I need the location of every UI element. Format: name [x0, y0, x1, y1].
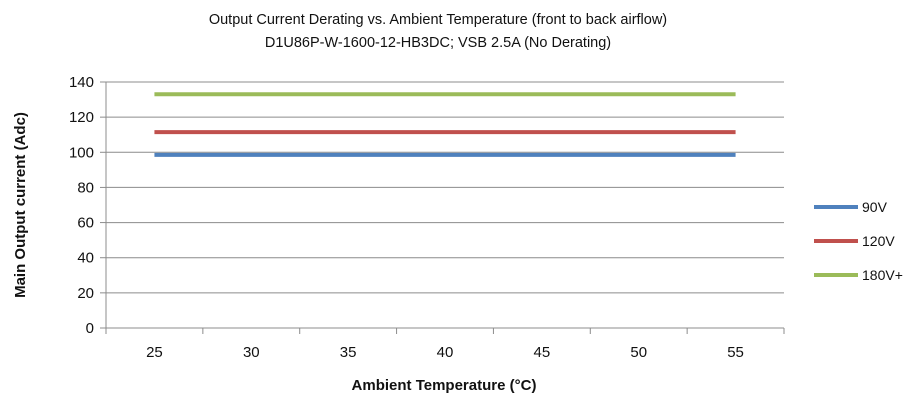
x-tick-labels: 25 30 35 40 45 50 55 — [146, 344, 744, 361]
y-tick-label-120: 120 — [69, 109, 94, 126]
legend-label-180V+: 180V+ — [862, 267, 903, 283]
y-tick-label-40: 40 — [77, 250, 94, 267]
y-tick-label-20: 20 — [77, 285, 94, 302]
x-tick-label-30: 30 — [243, 344, 260, 361]
x-tick-label-55: 55 — [727, 344, 744, 361]
y-axis-title: Main Output current (Adc) — [12, 112, 29, 298]
y-tick-label-100: 100 — [69, 144, 94, 161]
y-tick-label-80: 80 — [77, 179, 94, 196]
legend-label-90V: 90V — [862, 199, 888, 215]
gridlines — [106, 81, 784, 294]
x-tick-label-40: 40 — [437, 344, 454, 361]
x-tick-label-50: 50 — [630, 344, 647, 361]
legend: 90V 120V 180V+ — [814, 199, 903, 283]
y-tick-label-0: 0 — [86, 320, 94, 337]
y-tick-label-140: 140 — [69, 74, 94, 91]
series-lines — [154, 92, 736, 157]
legend-label-120V: 120V — [862, 233, 895, 249]
x-tick-label-45: 45 — [534, 344, 551, 361]
chart-title: Output Current Derating vs. Ambient Temp… — [209, 12, 667, 28]
chart-subtitle: D1U86P-W-1600-12-HB3DC; VSB 2.5A (No Der… — [265, 35, 611, 51]
y-tick-labels: 0 20 40 60 80 100 120 140 — [69, 74, 94, 337]
axes — [100, 81, 785, 334]
x-tick-label-25: 25 — [146, 344, 163, 361]
x-tick-label-35: 35 — [340, 344, 357, 361]
y-tick-label-60: 60 — [77, 215, 94, 232]
x-axis-title: Ambient Temperature (°C) — [352, 377, 537, 394]
